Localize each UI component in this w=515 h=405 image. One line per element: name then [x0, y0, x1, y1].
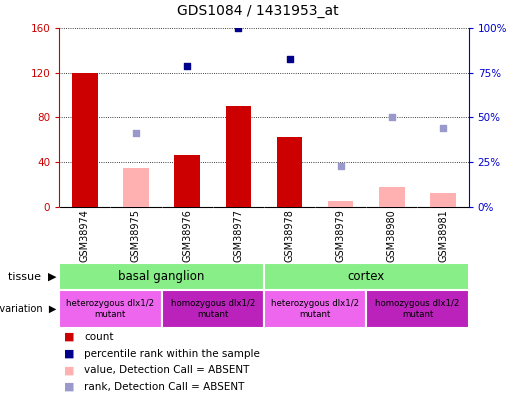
Text: GSM38978: GSM38978 [284, 209, 295, 262]
Text: genotype/variation  ▶: genotype/variation ▶ [0, 304, 57, 314]
Text: count: count [84, 332, 113, 342]
Text: ■: ■ [64, 332, 75, 342]
Bar [277, 137, 302, 207]
Text: GSM38980: GSM38980 [387, 209, 397, 262]
Text: rank, Detection Call = ABSENT: rank, Detection Call = ABSENT [84, 382, 244, 392]
Bar [430, 193, 456, 207]
Text: GSM38979: GSM38979 [336, 209, 346, 262]
Bar [59, 263, 264, 290]
Text: GDS1084 / 1431953_at: GDS1084 / 1431953_at [177, 4, 338, 18]
Bar [226, 106, 251, 207]
Text: value, Detection Call = ABSENT: value, Detection Call = ABSENT [84, 365, 249, 375]
Text: GSM38976: GSM38976 [182, 209, 192, 262]
Bar [264, 263, 469, 290]
Text: GSM38981: GSM38981 [438, 209, 448, 262]
Bar [162, 290, 264, 328]
Text: heterozygous dlx1/2
mutant: heterozygous dlx1/2 mutant [66, 299, 154, 318]
Point [388, 114, 396, 121]
Bar [175, 155, 200, 207]
Text: GSM38974: GSM38974 [80, 209, 90, 262]
Text: ■: ■ [64, 349, 75, 359]
Text: ■: ■ [64, 365, 75, 375]
Text: heterozygous dlx1/2
mutant: heterozygous dlx1/2 mutant [271, 299, 359, 318]
Point [234, 25, 243, 32]
Text: GSM38975: GSM38975 [131, 209, 141, 262]
Text: homozygous dlx1/2
mutant: homozygous dlx1/2 mutant [375, 299, 460, 318]
Bar [59, 290, 162, 328]
Bar [379, 186, 405, 207]
Point [132, 130, 140, 137]
Bar [72, 73, 98, 207]
Text: homozygous dlx1/2
mutant: homozygous dlx1/2 mutant [170, 299, 255, 318]
Point [285, 55, 294, 62]
Bar [123, 168, 149, 207]
Text: percentile rank within the sample: percentile rank within the sample [84, 349, 260, 359]
Text: basal ganglion: basal ganglion [118, 270, 205, 283]
Text: cortex: cortex [348, 270, 385, 283]
Point [439, 125, 447, 131]
Bar [328, 201, 353, 207]
Point [337, 162, 345, 169]
Text: tissue  ▶: tissue ▶ [8, 271, 57, 281]
Text: ■: ■ [64, 382, 75, 392]
Point [81, 0, 89, 6]
Text: GSM38977: GSM38977 [233, 209, 244, 262]
Bar [264, 290, 366, 328]
Bar [366, 290, 469, 328]
Point [183, 62, 191, 69]
